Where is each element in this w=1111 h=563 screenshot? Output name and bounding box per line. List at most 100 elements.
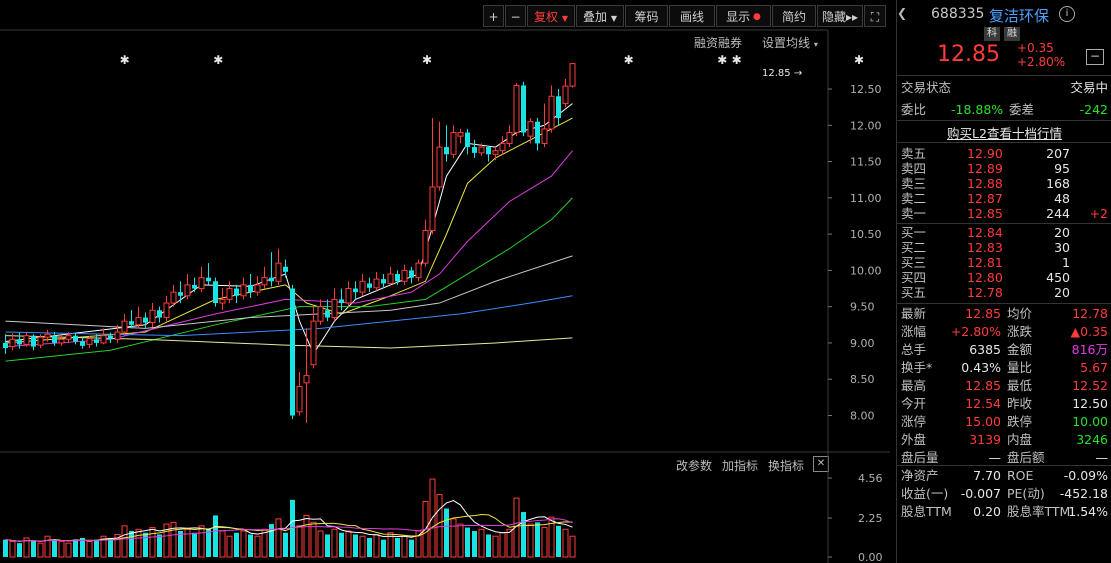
fullscreen-icon: ⛶ [870,10,880,24]
event-star-mark: ✱ [854,53,864,67]
candle-body-up [163,302,170,319]
candle-body-up [37,336,44,346]
volume-bar-up [58,540,65,558]
candle-body-up [569,63,576,87]
volume-bar-down [52,539,57,557]
volume-bar-down [486,534,491,557]
candle-body-down [339,299,344,304]
candle-body-up [114,331,121,340]
stat-value: 816万 [1071,342,1108,357]
volume-bar-down [157,534,162,557]
volume-bar-down [248,534,253,557]
huaxian-button[interactable]: 画线 [669,5,715,27]
candle-body-up [23,335,30,345]
ask-price: 12.90 [967,146,1003,161]
ask-row: 卖二 12.87 48 [897,191,1111,206]
bid-volume: 450 [1046,270,1070,285]
ma-settings-dropdown[interactable]: 设置均线 ▾ [762,34,818,51]
candle-body-up [429,186,436,231]
stat-row: 最新 12.85 均价 12.78 [897,306,1111,321]
candle-body-down [367,283,372,288]
volume-bar-down [129,531,134,557]
price-change-pct: +2.80% [1017,55,1066,69]
candle-body-down [94,339,99,343]
trade-status-row: 交易状态 交易中 [897,80,1111,95]
stock-name[interactable]: 复洁环保 [989,7,1050,25]
fuquan-dropdown[interactable]: 复权 ▼ [527,5,575,27]
kline-chart-area[interactable]: + − 复权 ▼ 叠加 ▼ 筹码 画线 显示 ● 简约 隐藏▸▸ ⛶ 融资融券 … [0,0,890,563]
ask-label: 卖四 [901,161,927,176]
volume-bar-up [310,521,317,558]
diejia-dropdown[interactable]: 叠加 ▼ [576,5,624,27]
volume-bar-up [415,530,422,558]
candle-body-down [290,288,295,416]
bid-label: 买二 [901,240,927,255]
change-params-button[interactable]: 改参数 [676,459,713,473]
stat-row: 涨停 15.00 跌停 10.00 [897,414,1111,429]
stat-value: 12.54 [965,396,1001,411]
event-star-mark: ✱ [422,53,432,67]
stat-value: 12.85 [965,378,1001,393]
volume-bar-down [80,537,85,557]
candle-body-down [213,281,218,304]
add-indicator-button[interactable]: 加指标 [722,459,759,473]
price-tick-label: 9.00 [850,337,875,350]
candle-body-up [317,306,324,322]
fin-label: 股息TTM [901,504,952,519]
xianshi-button[interactable]: 显示 ● [716,5,771,27]
caret-down-icon: ▼ [610,14,617,23]
ask-price: 12.88 [967,176,1003,191]
chouma-button[interactable]: 筹码 [625,5,668,27]
candle-body-up [121,320,128,333]
candle-body-down [178,292,183,296]
candle-body-down [157,310,162,318]
stat-row: 外盘 3139 内盘 3246 [897,432,1111,447]
fin-label: ROE [1007,468,1034,483]
stat-value: — [1095,450,1109,465]
volume-bar-up [436,494,443,558]
price-tick-label: 11.00 [850,192,882,205]
volume-bar-up [569,535,576,558]
close-indicator-icon[interactable]: ✕ [813,456,829,472]
buy-l2-link[interactable]: 购买L2查看十档行情 [947,126,1062,141]
fin-label: 净资产 [901,468,939,483]
candle-body-down [535,121,540,144]
volume-ma-line [5,518,573,542]
info-icon[interactable]: i [1059,6,1075,22]
volume-bar-down [339,532,344,557]
volume-bar-down [290,499,295,557]
candle-body-down [52,335,57,343]
fullscreen-button[interactable]: ⛶ [864,5,886,27]
candle-body-down [283,266,288,272]
rongzi-link[interactable]: 融资融券 [694,36,743,50]
fin-label: 收益(一) [901,486,949,501]
candle-body-up [422,229,429,264]
switch-indicator-button[interactable]: 换指标 [768,459,805,473]
stat-label: 最高 [901,378,927,393]
candle-body-up [275,262,282,282]
volume-bar-down [213,515,218,557]
bid-row: 买三 12.81 1 [897,255,1111,270]
volume-bar-up [163,523,170,558]
candle-body-up [261,277,268,286]
jianyue-button[interactable]: 简约 [772,5,816,27]
stat-row: 最高 12.85 最低 12.52 [897,378,1111,393]
weicha-label: 委差 [1009,102,1035,117]
price-change: +0.35 [1017,41,1054,55]
stat-label: 跌停 [1007,414,1033,429]
fin-row: 股息TTM 0.20 股息率TTM 1.54% [897,504,1111,519]
volume-bar-up [345,530,352,558]
volume-bar-up [513,497,520,558]
divider [897,303,1111,304]
zoom-in-button[interactable]: + [483,5,504,27]
yincang-button[interactable]: 隐藏▸▸ [817,5,863,27]
collapse-quote-button[interactable]: − [1086,49,1104,65]
back-chevron-icon[interactable]: ❮ [897,6,908,20]
zoom-out-button[interactable]: − [505,5,526,27]
fin-value: 7.70 [973,468,1001,483]
candle-body-up [345,288,352,304]
volume-bar-up [65,542,72,558]
weibi-label: 委比 [901,102,927,117]
volume-bar-up [86,540,93,558]
candle-body-up [44,333,51,338]
